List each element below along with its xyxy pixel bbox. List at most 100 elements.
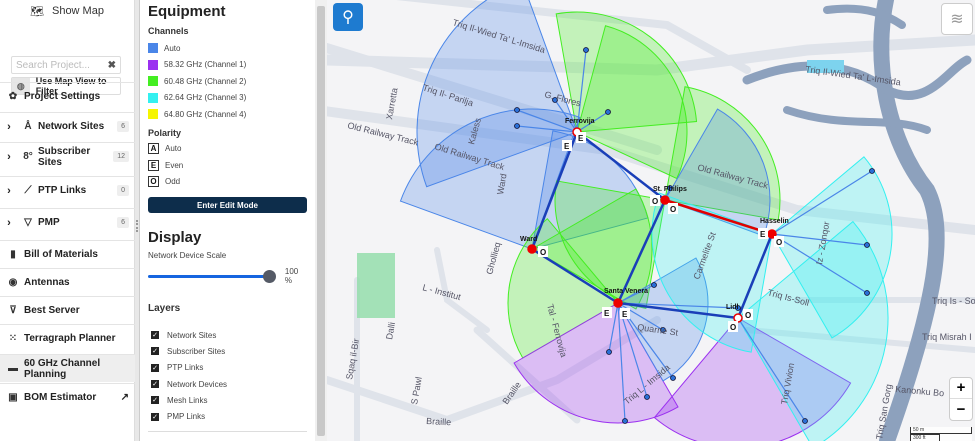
zoom-out-button[interactable]: − <box>956 401 966 418</box>
layer-toggle[interactable]: ✓ PTP Links <box>151 363 204 373</box>
mesh-link[interactable] <box>530 131 579 250</box>
subscriber-site[interactable] <box>622 418 628 424</box>
panel-resize-handle[interactable] <box>135 0 140 441</box>
checkbox-checked-icon[interactable]: ✓ <box>151 380 159 389</box>
chevron-right-icon[interactable]: › <box>7 184 11 197</box>
pmp-sector[interactable] <box>513 302 679 424</box>
mesh-link[interactable] <box>617 301 739 320</box>
subscriber-site[interactable] <box>667 185 673 191</box>
subscriber-site[interactable] <box>869 168 875 174</box>
pmp-link[interactable] <box>516 125 578 133</box>
pmp-link[interactable] <box>737 317 806 422</box>
pmp-sector[interactable] <box>617 257 709 382</box>
sidebar-item-network-sites[interactable]: › Å Network Sites 6 <box>0 112 135 140</box>
mesh-link[interactable] <box>616 199 667 304</box>
chevron-right-icon[interactable]: › <box>7 216 11 229</box>
pmp-link[interactable] <box>576 111 609 133</box>
subscriber-site[interactable] <box>670 375 676 381</box>
enter-edit-mode-button[interactable]: Enter Edit Mode <box>148 197 307 213</box>
sidebar-item-best-server[interactable]: ⊽ Best Server <box>0 296 135 324</box>
map-search-button[interactable]: ⚲ <box>333 3 363 31</box>
pmp-sector[interactable] <box>653 317 852 441</box>
subscriber-site[interactable] <box>651 282 657 288</box>
subscriber-site[interactable] <box>644 394 650 400</box>
pmp-link[interactable] <box>608 302 619 353</box>
network-site[interactable] <box>527 244 537 254</box>
network-site[interactable] <box>613 298 623 308</box>
sidebar-item-terragraph-planner[interactable]: ⁙ Terragraph Planner <box>0 324 135 352</box>
subscriber-site[interactable] <box>735 305 741 311</box>
checkbox-checked-icon[interactable]: ✓ <box>151 396 159 405</box>
pmp-link[interactable] <box>554 99 578 133</box>
subscriber-site[interactable] <box>802 418 808 424</box>
layer-toggle[interactable]: ✓ Network Devices <box>151 379 228 389</box>
clear-icon[interactable]: ✖ <box>107 59 116 71</box>
sidebar-item-pmp[interactable]: › ▽ PMP 6 <box>0 208 135 236</box>
ptp-link[interactable] <box>664 198 773 236</box>
sidebar-item-antennas[interactable]: ◉ Antennas <box>0 268 135 296</box>
pmp-link[interactable] <box>771 233 868 246</box>
mesh-link[interactable] <box>576 131 666 201</box>
pmp-link[interactable] <box>617 302 739 309</box>
polarity-tag <box>576 132 586 143</box>
pmp-link[interactable] <box>617 284 655 304</box>
subscriber-site[interactable] <box>605 109 611 115</box>
site-label: Ward <box>520 236 537 243</box>
search-input[interactable]: Search Project... ✖ <box>11 56 121 74</box>
subscriber-site[interactable] <box>606 349 612 355</box>
pmp-sector[interactable] <box>555 11 698 133</box>
zoom-in-button[interactable]: + <box>950 377 972 399</box>
map-view[interactable]: Triq Il-Wied Ta' L-Imsida Triq Il- Parilj… <box>327 0 975 441</box>
panel-scrollbar[interactable] <box>315 0 327 441</box>
checkbox-checked-icon[interactable]: ✓ <box>151 347 159 356</box>
channel-legend-item: 62.64 GHz (Channel 3) <box>148 90 315 107</box>
subscriber-site[interactable] <box>583 47 589 53</box>
layer-toggle[interactable]: ✓ Mesh Links <box>151 395 208 405</box>
pmp-sector[interactable] <box>664 86 781 221</box>
mesh-link[interactable] <box>531 247 619 305</box>
layer-toggle[interactable]: ✓ Network Sites <box>151 330 217 340</box>
subscriber-site[interactable] <box>514 123 520 129</box>
external-link-icon[interactable]: ↗ <box>120 392 129 403</box>
network-site[interactable] <box>733 313 743 323</box>
pmp-link[interactable] <box>771 170 873 235</box>
slider-thumb[interactable] <box>262 269 276 283</box>
show-map-button[interactable]: 🗺 Show Map <box>30 5 104 18</box>
pmp-link[interactable] <box>617 302 626 422</box>
pmp-link[interactable] <box>516 109 578 133</box>
chevron-right-icon[interactable]: › <box>7 120 11 133</box>
pmp-sector[interactable] <box>531 188 653 310</box>
pmp-sector[interactable] <box>507 218 619 359</box>
subscriber-site[interactable] <box>514 107 520 113</box>
subscriber-site[interactable] <box>864 242 870 248</box>
checkbox-checked-icon[interactable]: ✓ <box>151 363 159 372</box>
pmp-sector[interactable] <box>771 156 893 339</box>
pmp-link[interactable] <box>617 302 664 331</box>
pmp-sector[interactable] <box>737 220 889 441</box>
sidebar-item-bill-of-materials[interactable]: ▮ Bill of Materials <box>0 240 135 268</box>
sidebar-item-60-ghz-channel-planning[interactable]: ▬ 60 GHz Channel Planning <box>0 354 135 382</box>
layer-toggle[interactable]: ✓ Subscriber Sites <box>151 346 226 356</box>
network-device-scale-slider[interactable] <box>148 269 276 283</box>
pmp-sector[interactable] <box>576 25 688 180</box>
pmp-sector[interactable] <box>399 108 581 250</box>
checkbox-checked-icon[interactable]: ✓ <box>151 412 159 421</box>
pmp-sector[interactable] <box>416 0 578 188</box>
sidebar-item-project-settings[interactable]: ✿ Project Settings <box>0 82 135 110</box>
layers-button[interactable]: ≋ <box>941 3 973 35</box>
sidebar-item-ptp-links[interactable]: › ⟋ PTP Links 0 <box>0 176 135 204</box>
subscriber-site[interactable] <box>660 327 666 333</box>
chevron-right-icon[interactable]: › <box>7 150 11 163</box>
pmp-link[interactable] <box>576 49 587 133</box>
layer-toggle[interactable]: ✓ PMP Links <box>151 412 206 422</box>
pmp-sector[interactable] <box>651 192 773 353</box>
subscriber-site[interactable] <box>864 290 870 296</box>
mesh-link[interactable] <box>736 233 774 319</box>
sidebar-item-subscriber-sites[interactable]: › 8° Subscriber Sites 12 <box>0 142 135 170</box>
checkbox-checked-icon[interactable]: ✓ <box>151 331 159 340</box>
network-site[interactable] <box>660 195 670 205</box>
pmp-link[interactable] <box>771 233 868 294</box>
sidebar-item-bom-estimator[interactable]: ▣ BOM Estimator ↗ <box>0 383 135 411</box>
subscriber-site[interactable] <box>552 97 558 103</box>
